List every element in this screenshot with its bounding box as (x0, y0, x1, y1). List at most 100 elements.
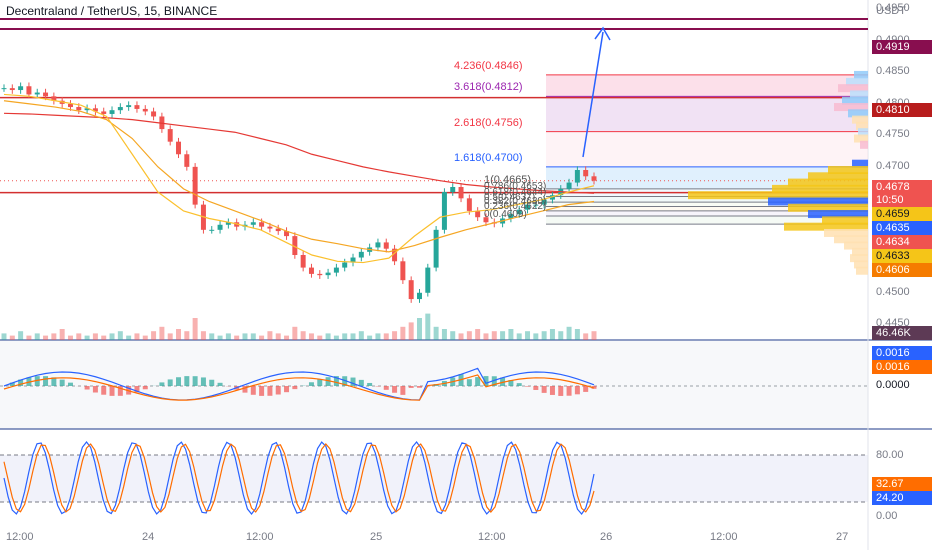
fib-zone (546, 166, 868, 189)
macd-histogram (176, 377, 181, 386)
candle (533, 204, 539, 206)
macd-histogram (67, 382, 73, 386)
macd-histogram (400, 386, 406, 395)
stoch-k-line (3, 441, 595, 515)
volume-bar (259, 335, 265, 340)
macd-histogram (34, 376, 40, 386)
price-axis-tick: 0.4500 (876, 285, 910, 298)
candle (308, 267, 314, 274)
volume-bar (267, 331, 273, 340)
volume-bar (591, 331, 597, 340)
volume-profile-bar (854, 260, 868, 269)
volume-bar (176, 329, 181, 340)
volume-bar (126, 335, 132, 340)
volume-bar (417, 318, 422, 340)
volume-profile-bar (854, 70, 868, 79)
price-tag: 0.4659 (872, 207, 932, 221)
volume-bar (134, 333, 140, 340)
candle (92, 108, 98, 112)
candle (358, 251, 364, 258)
volume-bar (1, 333, 7, 340)
volume-bar (566, 326, 572, 340)
candle (392, 248, 398, 262)
macd-histogram (284, 386, 290, 393)
candle (458, 187, 464, 199)
volume-bar (142, 335, 148, 340)
volume-bar (167, 333, 173, 340)
volume-profile-bar (848, 109, 868, 118)
macd-histogram (267, 386, 273, 396)
candle (383, 242, 389, 249)
candle (192, 166, 198, 205)
volume-bar (26, 335, 32, 340)
candle (84, 108, 90, 111)
fib-zone (546, 131, 868, 167)
macd-histogram (408, 386, 414, 388)
candle (142, 108, 148, 112)
macd-histogram (209, 379, 215, 386)
symbol-title[interactable]: Decentraland / TetherUS, 15, BINANCE (6, 4, 218, 18)
volume-profile-bar (852, 247, 868, 256)
volume-bar (450, 331, 456, 340)
volume-profile-bar (808, 210, 868, 219)
volume-profile-bar (768, 197, 868, 206)
macd-tag: 0.0000 (872, 378, 932, 392)
volume-profile-bar (854, 134, 868, 143)
macd-histogram (184, 376, 190, 386)
volume-profile-bar (844, 241, 868, 250)
volume-bar (558, 331, 564, 340)
macd-histogram (259, 386, 265, 396)
candle (267, 226, 273, 229)
volume-bar (225, 333, 231, 340)
candle (1, 88, 7, 90)
macd-histogram (43, 376, 49, 386)
candle (217, 224, 223, 230)
candle (333, 267, 339, 273)
price-tag: 46.46K (872, 326, 932, 340)
macd-histogram (367, 382, 373, 386)
volume-bar (392, 331, 398, 340)
price-tag: 0.4606 (872, 263, 932, 277)
price-tag: 0.4678 (872, 180, 932, 194)
volume-bar (358, 331, 364, 340)
signal-line (3, 374, 595, 401)
candle (134, 105, 140, 109)
volume-profile-bar (822, 216, 868, 225)
candle (408, 280, 414, 300)
volume-profile-bar (852, 159, 868, 168)
volume-profile-bar (846, 77, 868, 86)
price-axis-tick: 0.4750 (876, 128, 910, 141)
moving-average-0 (3, 112, 595, 194)
time-axis-tick: 24 (142, 531, 155, 543)
stoch-tag: 32.67 (872, 477, 932, 491)
candle (184, 154, 190, 167)
macd-histogram (117, 386, 123, 396)
volume-bar (541, 331, 547, 340)
macd-histogram (142, 386, 148, 390)
volume-profile-bar (772, 184, 868, 193)
candle (466, 198, 472, 211)
volume-bar (284, 335, 290, 340)
volume-bar (433, 326, 439, 340)
volume-bar (184, 331, 190, 340)
candle (43, 92, 49, 97)
volume-bar (458, 333, 464, 340)
candle (433, 229, 439, 268)
volume-profile-bar (834, 235, 868, 244)
candle (9, 88, 15, 91)
volume-bar (18, 331, 24, 340)
macd-histogram (558, 386, 564, 396)
macd-histogram (292, 386, 298, 390)
candle (549, 195, 555, 200)
macd-histogram (92, 386, 98, 393)
time-axis-tick: 25 (370, 531, 383, 543)
fib-zone (546, 74, 868, 97)
candle (583, 170, 589, 177)
volume-profile-bar (860, 140, 868, 149)
volume-bar (574, 329, 580, 340)
volume-profile-bar (850, 254, 868, 263)
volume-bar (466, 331, 472, 340)
stoch-d-line (3, 443, 595, 513)
candle (209, 229, 215, 231)
